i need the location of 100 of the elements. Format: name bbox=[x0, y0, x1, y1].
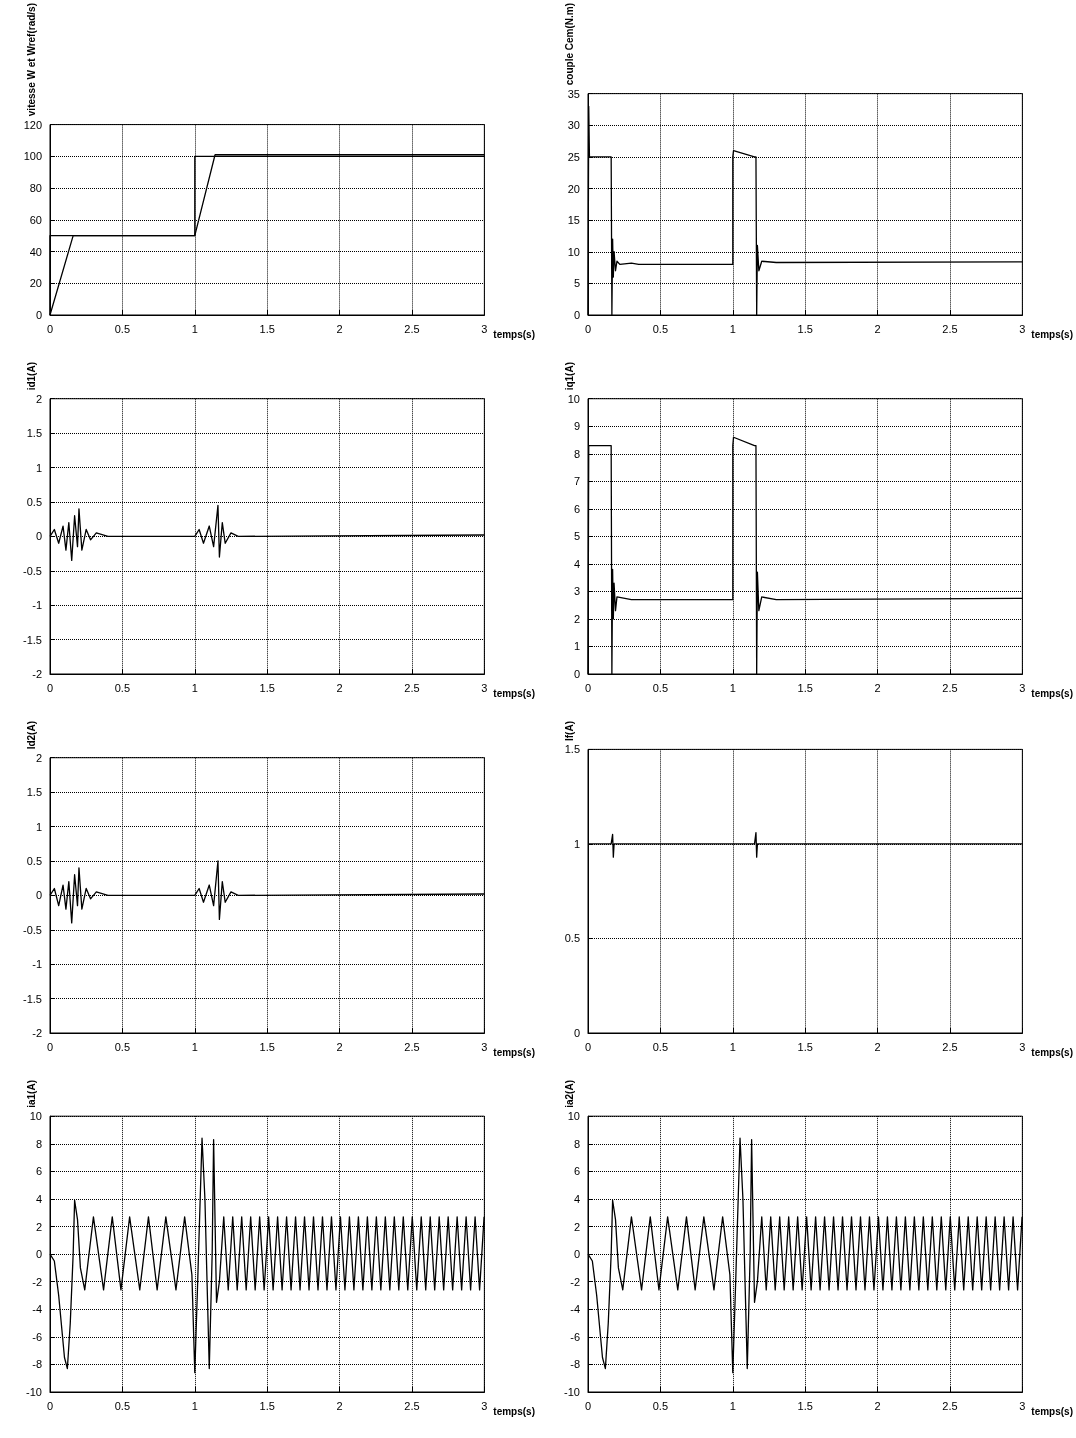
x-tick-label: 0 bbox=[46, 1040, 54, 1053]
y-tick-label: -4 bbox=[570, 1303, 580, 1316]
y-tick-label: 20 bbox=[567, 182, 580, 195]
x-tick-label: 0.5 bbox=[652, 1040, 669, 1053]
x-tick-label: 0.5 bbox=[114, 681, 131, 694]
y-tick-label: 1 bbox=[573, 640, 580, 653]
x-tick-label: 1 bbox=[191, 322, 198, 335]
y-tick-label: 5 bbox=[573, 530, 580, 543]
x-tick-label: 0.5 bbox=[652, 322, 669, 335]
x-tick-label: 1.5 bbox=[259, 1040, 275, 1053]
x-tick-label: 2.5 bbox=[404, 1399, 420, 1412]
y-tick-label: 9 bbox=[573, 420, 580, 433]
x-tick-label: 0 bbox=[46, 681, 54, 694]
y-tick-label: -1 bbox=[32, 958, 42, 971]
x-tick-label: 3 bbox=[481, 322, 488, 335]
y-tick-label: 8 bbox=[573, 1137, 580, 1150]
y-tick-label: 2 bbox=[35, 751, 42, 764]
y-tick-label: 0.5 bbox=[564, 932, 580, 945]
x-tick-label: 1 bbox=[729, 322, 736, 335]
x-tick-label: 1.5 bbox=[797, 1399, 813, 1412]
y-tick-label: 10 bbox=[567, 392, 580, 405]
y-tick-label: 0 bbox=[573, 309, 580, 321]
x-axis-title: temps(s) bbox=[493, 328, 536, 340]
y-tick-label: -1.5 bbox=[23, 992, 42, 1005]
y-tick-label: 0.5 bbox=[26, 495, 42, 508]
x-tick-label: 3 bbox=[481, 1040, 488, 1053]
x-tick-label: 2 bbox=[874, 1399, 881, 1412]
x-tick-label: 1 bbox=[191, 681, 198, 694]
x-tick-label: 3 bbox=[1019, 322, 1026, 335]
y-tick-label: 120 bbox=[23, 118, 42, 131]
y-tick-label: 1 bbox=[573, 837, 580, 850]
y-tick-label: 0 bbox=[573, 1027, 580, 1039]
y-tick-label: 8 bbox=[573, 447, 580, 460]
y-tick-label: -8 bbox=[32, 1358, 42, 1371]
y-axis-title: If(A) bbox=[563, 721, 575, 741]
x-tick-label: 0.5 bbox=[114, 1399, 131, 1412]
x-axis-title: temps(s) bbox=[1031, 1046, 1074, 1058]
y-tick-label: 0 bbox=[35, 309, 42, 321]
y-tick-label: -0.5 bbox=[23, 923, 42, 936]
y-axis-title: iq1(A) bbox=[563, 362, 575, 391]
y-tick-label: -6 bbox=[570, 1330, 580, 1343]
y-tick-label: 2 bbox=[573, 1220, 580, 1233]
y-tick-label: 2 bbox=[35, 1220, 42, 1233]
y-tick-label: 6 bbox=[573, 502, 580, 515]
x-tick-label: 2.5 bbox=[404, 322, 420, 335]
y-tick-label: -2 bbox=[32, 668, 42, 680]
x-axis-title: temps(s) bbox=[1031, 687, 1074, 699]
y-tick-label: -10 bbox=[564, 1386, 580, 1398]
x-tick-label: 3 bbox=[481, 1399, 488, 1412]
y-tick-label: 5 bbox=[573, 277, 580, 290]
x-tick-label: 2 bbox=[874, 1040, 881, 1053]
y-tick-label: -1 bbox=[32, 599, 42, 612]
x-tick-label: 1.5 bbox=[259, 681, 275, 694]
y-axis-title: ia1(A) bbox=[25, 1080, 37, 1108]
y-tick-label: 10 bbox=[567, 245, 580, 258]
y-tick-label: 10 bbox=[29, 1110, 42, 1123]
x-tick-label: 0.5 bbox=[114, 1040, 131, 1053]
y-tick-label: 100 bbox=[23, 150, 42, 163]
y-tick-label: 8 bbox=[35, 1137, 42, 1150]
y-tick-label: 35 bbox=[567, 87, 580, 100]
y-tick-label: 0 bbox=[35, 530, 42, 543]
x-tick-label: 2 bbox=[874, 681, 881, 694]
x-tick-label: 1 bbox=[729, 1399, 736, 1412]
x-axis-title: temps(s) bbox=[1031, 328, 1074, 340]
y-tick-label: 1.5 bbox=[564, 743, 580, 756]
x-tick-label: 0.5 bbox=[114, 322, 131, 335]
y-tick-label: -2 bbox=[570, 1275, 580, 1288]
x-tick-label: 0.5 bbox=[652, 681, 669, 694]
y-tick-label: 0 bbox=[35, 1248, 42, 1261]
x-axis-title: temps(s) bbox=[493, 1405, 536, 1417]
x-tick-label: 2 bbox=[336, 1399, 343, 1412]
x-tick-label: 1.5 bbox=[797, 681, 813, 694]
y-tick-label: 1.5 bbox=[26, 427, 42, 440]
y-tick-label: 80 bbox=[29, 182, 42, 195]
x-tick-label: 2 bbox=[874, 322, 881, 335]
x-tick-label: 3 bbox=[1019, 1399, 1026, 1412]
y-axis-title: vitesse W et Wref(rad/s) bbox=[25, 3, 37, 117]
y-tick-label: 2 bbox=[573, 612, 580, 625]
x-tick-label: 2.5 bbox=[404, 1040, 420, 1053]
y-tick-label: 0.5 bbox=[26, 854, 42, 867]
x-tick-label: 1.5 bbox=[797, 1040, 813, 1053]
x-tick-label: 0.5 bbox=[652, 1399, 669, 1412]
x-tick-label: 1 bbox=[191, 1040, 198, 1053]
x-tick-label: 1 bbox=[729, 1040, 736, 1053]
x-tick-label: 1.5 bbox=[797, 322, 813, 335]
x-axis-title: temps(s) bbox=[493, 687, 536, 699]
y-tick-label: 3 bbox=[573, 585, 580, 598]
y-axis-title: id1(A) bbox=[25, 362, 37, 391]
y-tick-label: -2 bbox=[32, 1275, 42, 1288]
x-tick-label: 2.5 bbox=[942, 1040, 958, 1053]
y-tick-label: 60 bbox=[29, 213, 42, 226]
x-axis-title: temps(s) bbox=[493, 1046, 536, 1058]
y-tick-label: -4 bbox=[32, 1303, 42, 1316]
y-tick-label: -8 bbox=[570, 1358, 580, 1371]
y-tick-label: 4 bbox=[573, 1192, 580, 1205]
y-tick-label: 30 bbox=[567, 119, 580, 132]
x-axis-title: temps(s) bbox=[1031, 1405, 1074, 1417]
y-tick-label: 10 bbox=[567, 1110, 580, 1123]
x-tick-label: 1.5 bbox=[259, 322, 275, 335]
y-tick-label: 0 bbox=[35, 889, 42, 902]
